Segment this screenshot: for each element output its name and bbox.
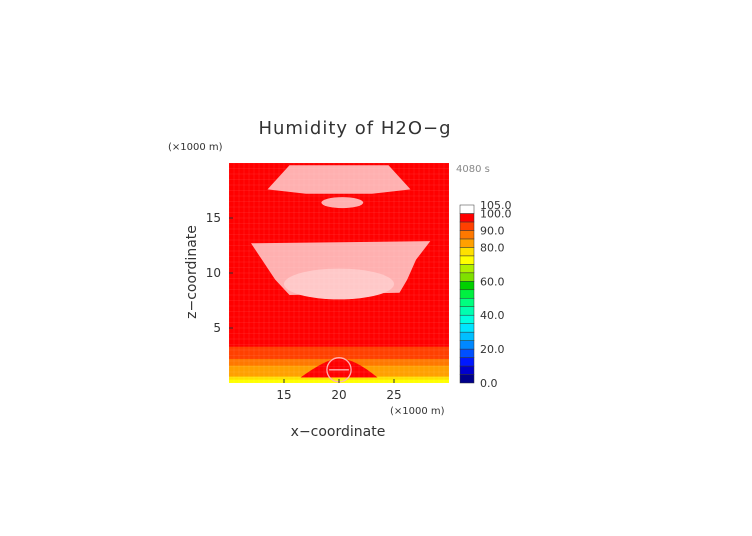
- colorbar-tick-label: 80.0: [480, 241, 505, 254]
- colorbar-segment: [459, 238, 475, 248]
- colorbar-segment: [459, 331, 475, 341]
- plot-area: [228, 162, 450, 384]
- colorbar-segment: [459, 264, 475, 274]
- x-tick-label: 25: [386, 388, 401, 402]
- colorbar-segment: [459, 340, 475, 350]
- x-axis: 15 20 25: [276, 379, 402, 402]
- colorbar-segment: [459, 221, 475, 231]
- colorbar-segment: [459, 323, 475, 333]
- z-axis: 5 10 15: [206, 211, 233, 335]
- colorbar-segment: [459, 213, 475, 223]
- x-tick-label: 20: [331, 388, 346, 402]
- colorbar-segment: [459, 289, 475, 299]
- z-axis-unit: (×1000 m): [168, 142, 223, 153]
- grid: [228, 162, 450, 384]
- x-tick-label: 15: [276, 388, 291, 402]
- colorbar-tick-label: 90.0: [480, 224, 505, 237]
- colorbar-tick-label: 20.0: [480, 343, 505, 356]
- colorbar-segment: [459, 314, 475, 324]
- colorbar-segment: [459, 204, 475, 214]
- colorbar-tick-label: 0.0: [480, 377, 498, 390]
- colorbar-segment: [459, 374, 475, 384]
- colorbar-segment: [459, 255, 475, 265]
- z-tick-label: 5: [213, 321, 221, 335]
- saturated-region-middle-core: [284, 268, 394, 300]
- y-axis-label: z−coordinate: [184, 225, 200, 319]
- z-tick-label: 15: [206, 211, 221, 225]
- colorbar-tick-label: 40.0: [480, 309, 505, 322]
- x-axis-label: x−coordinate: [291, 424, 386, 440]
- chart-title: Humidity of H2O−g: [258, 118, 451, 139]
- colorbar-segment: [459, 348, 475, 358]
- saturated-region-top: [267, 165, 411, 194]
- time-label: 4080 s: [456, 164, 490, 175]
- x-axis-unit: (×1000 m): [390, 406, 445, 417]
- colorbar-segment: [459, 306, 475, 316]
- z-tick-label: 10: [206, 266, 221, 280]
- colorbar-segment: [459, 230, 475, 240]
- saturated-region-small: [321, 197, 364, 209]
- colorbar-segment: [459, 357, 475, 367]
- colorbar-segment: [459, 365, 475, 375]
- colorbar-tick-label: 100.0: [480, 207, 512, 220]
- convective-cell: [300, 358, 378, 378]
- colorbar-tick-label: 105.0: [480, 199, 512, 212]
- colorbar-segment: [459, 281, 475, 291]
- colorbar-tick-label: 60.0: [480, 275, 505, 288]
- colorbar-segment: [459, 297, 475, 307]
- colorbar-segment: [459, 272, 475, 282]
- field-band-95: [229, 346, 449, 359]
- colorbar-segment: [459, 247, 475, 257]
